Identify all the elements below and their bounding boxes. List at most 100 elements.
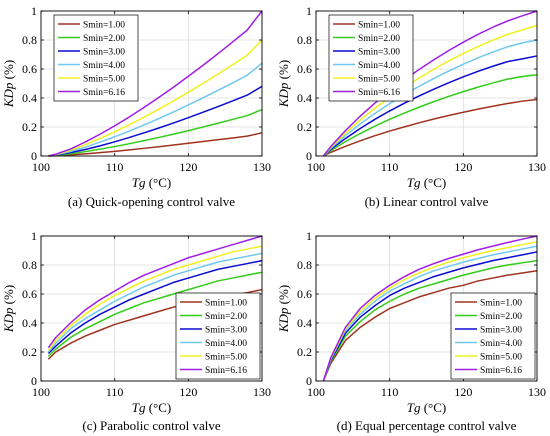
panel-caption: (c) Parabolic control valve <box>82 418 220 433</box>
y-tick-label: 0 <box>306 149 312 163</box>
y-axis-variable: KDp <box>276 307 291 333</box>
series-line-1 <box>48 108 263 157</box>
y-axis-label: KDp (%) <box>1 285 16 333</box>
chart-panel-3: 100 110 120 130 0 0.2 0.4 0.6 0.8 1 Tg (°C) KDp (%)… <box>276 229 546 433</box>
x-tick-label: 110 <box>106 160 124 174</box>
series-line-2 <box>322 55 538 157</box>
y-tick-label: 0.8 <box>297 33 312 47</box>
series-line-5 <box>48 10 263 157</box>
legend-label-4: Smin=5.00 <box>205 353 247 363</box>
legend: Smin=1.00 Smin=2.00 Smin=3.00 Smin=4.00 Smin… <box>53 14 139 102</box>
y-axis-unit: (%) <box>1 60 16 80</box>
series-line-4 <box>47 245 263 351</box>
series-line-4 <box>48 39 263 157</box>
series-line-0 <box>48 132 263 157</box>
series-line-1 <box>322 74 538 157</box>
x-tick-label: 130 <box>253 385 271 399</box>
series-line-2 <box>47 259 263 354</box>
series-line-4 <box>322 24 538 157</box>
legend-label-3: Smin=4.00 <box>83 61 125 71</box>
legend-label-4: Smin=5.00 <box>480 353 522 363</box>
y-axis-unit: (%) <box>276 285 291 305</box>
y-axis-label: KDp (%) <box>276 285 291 333</box>
y-tick-label: 0.6 <box>22 287 37 301</box>
legend-label-3: Smin=4.00 <box>205 339 247 349</box>
x-axis-variable: Tg <box>407 175 421 190</box>
chart-panel-2: 100 110 120 130 0 0.2 0.4 0.6 0.8 1 Tg (°C) KDp (%)… <box>1 229 271 433</box>
y-tick-label: 0.2 <box>297 120 312 134</box>
y-axis-variable: KDp <box>1 307 16 333</box>
legend-label-3: Smin=4.00 <box>358 61 400 71</box>
legend-label-5: Smin=6.16 <box>480 366 522 376</box>
x-axis-label: Tg (°C) <box>407 175 447 190</box>
y-tick-label: 0.4 <box>22 91 37 105</box>
series-line-0 <box>323 98 538 157</box>
legend-box <box>450 292 536 380</box>
x-axis-unit: (°C) <box>149 175 172 190</box>
x-tick-label: 110 <box>381 160 399 174</box>
axes-frame <box>315 235 538 382</box>
y-tick-label: 0.6 <box>297 287 312 301</box>
legend-label-5: Smin=6.16 <box>358 88 400 98</box>
legend-box <box>328 14 414 102</box>
y-tick-label: 0.6 <box>22 62 37 76</box>
y-tick-label: 0.2 <box>297 345 312 359</box>
legend-label-2: Smin=3.00 <box>358 48 400 58</box>
series-line-3 <box>322 39 538 157</box>
x-tick-label: 100 <box>307 385 325 399</box>
legend-label-2: Smin=3.00 <box>480 326 522 336</box>
y-tick-label: 0.8 <box>22 258 37 272</box>
x-tick-label: 120 <box>454 160 472 174</box>
x-tick-label: 120 <box>454 385 472 399</box>
x-axis-label: Tg (°C) <box>132 400 172 415</box>
legend-label-0: Smin=1.00 <box>358 21 400 31</box>
y-axis-variable: KDp <box>1 82 16 108</box>
x-tick-label: 120 <box>179 160 197 174</box>
x-axis-label: Tg (°C) <box>132 175 172 190</box>
y-axis-label: KDp (%) <box>276 60 291 108</box>
series-line-2 <box>322 251 538 382</box>
x-axis-variable: Tg <box>132 175 146 190</box>
axes-frame <box>40 235 263 382</box>
x-axis-unit: (°C) <box>424 175 447 190</box>
y-axis-variable: KDp <box>276 82 291 108</box>
legend-label-0: Smin=1.00 <box>83 21 125 31</box>
series-line-5 <box>322 10 538 157</box>
y-tick-label: 1 <box>31 4 37 18</box>
x-tick-label: 110 <box>106 385 124 399</box>
y-tick-label: 0.2 <box>22 120 37 134</box>
legend-label-1: Smin=2.00 <box>358 34 400 44</box>
legend-box <box>175 292 261 380</box>
y-tick-label: 0.8 <box>297 258 312 272</box>
y-tick-label: 0.2 <box>22 345 37 359</box>
legend-label-5: Smin=6.16 <box>205 366 247 376</box>
legend: Smin=1.00 Smin=2.00 Smin=3.00 Smin=4.00 Smin… <box>328 14 414 102</box>
x-axis-variable: Tg <box>407 400 421 415</box>
y-tick-label: 0.4 <box>22 316 37 330</box>
axes-frame <box>40 10 263 157</box>
legend-label-0: Smin=1.00 <box>205 299 247 309</box>
series-line-1 <box>322 259 538 382</box>
legend-label-5: Smin=6.16 <box>83 88 125 98</box>
y-axis-unit: (%) <box>276 60 291 80</box>
series-line-5 <box>322 235 538 382</box>
legend: Smin=1.00 Smin=2.00 Smin=3.00 Smin=4.00 Smin… <box>175 292 261 380</box>
series-line-5 <box>47 235 263 349</box>
x-tick-label: 100 <box>32 385 50 399</box>
y-tick-label: 1 <box>306 229 312 243</box>
legend-label-0: Smin=1.00 <box>480 299 522 309</box>
series-line-0 <box>322 270 538 382</box>
series-line-1 <box>47 271 263 357</box>
legend-box <box>53 14 139 102</box>
y-tick-label: 0.4 <box>297 316 312 330</box>
y-tick-label: 0 <box>31 149 37 163</box>
x-tick-label: 130 <box>253 160 271 174</box>
axes-frame <box>315 10 538 157</box>
y-tick-label: 1 <box>306 4 312 18</box>
x-tick-label: 110 <box>381 385 399 399</box>
y-tick-label: 1 <box>31 229 37 243</box>
x-axis-unit: (°C) <box>149 400 172 415</box>
chart-panel-0: 100 110 120 130 0 0.2 0.4 0.6 0.8 1 Tg (°C) KDp (%)… <box>1 4 271 209</box>
y-tick-label: 0 <box>306 374 312 388</box>
